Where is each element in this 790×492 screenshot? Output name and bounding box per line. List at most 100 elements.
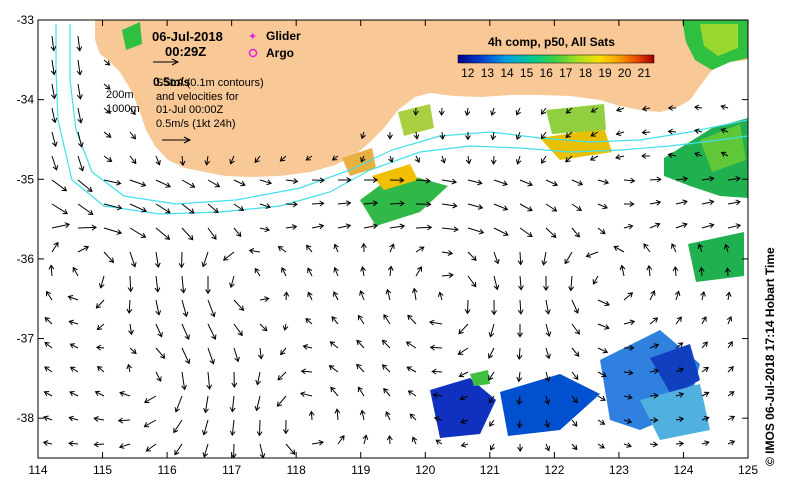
x-tick-label: 122: [544, 463, 564, 477]
velocity-arrow: [433, 416, 443, 422]
velocity-arrow: [490, 107, 496, 117]
velocity-arrow: [406, 366, 417, 373]
velocity-arrow: [517, 443, 524, 452]
velocity-arrow: [675, 176, 689, 182]
velocity-arrow: [154, 251, 161, 269]
velocity-arrow: [649, 392, 659, 399]
velocity-arrow: [205, 276, 211, 295]
velocity-arrow: [623, 292, 634, 301]
velocity-arrow: [458, 371, 469, 378]
velocity-arrow: [619, 264, 626, 277]
x-tick-label: 124: [673, 463, 693, 477]
velocity-arrow: [179, 155, 186, 167]
x-tick-label: 114: [28, 463, 47, 477]
velocity-arrow: [428, 319, 443, 326]
velocity-arrow: [45, 290, 53, 301]
velocity-arrow: [77, 203, 94, 215]
velocity-arrow: [76, 35, 83, 52]
velocity-arrow: [649, 176, 662, 183]
velocity-arrow: [44, 316, 53, 325]
velocity-arrow: [207, 347, 215, 365]
velocity-arrow: [545, 347, 551, 360]
colorbar-tick-label: 13: [481, 66, 495, 80]
velocity-arrow: [701, 391, 710, 397]
velocity-arrow: [490, 131, 497, 141]
velocity-arrow: [493, 203, 509, 211]
velocity-arrow: [493, 251, 500, 265]
velocity-arrow: [519, 227, 533, 238]
velocity-arrow: [155, 227, 171, 240]
velocity-arrow: [488, 395, 495, 404]
velocity-arrow: [155, 155, 161, 166]
velocity-arrow: [155, 179, 171, 188]
velocity-arrow: [519, 203, 533, 212]
velocity-arrow: [277, 371, 287, 381]
velocity-arrow: [701, 199, 715, 206]
velocity-scale-icon: [162, 136, 192, 144]
velocity-arrow: [331, 316, 339, 325]
velocity-arrow: [671, 243, 677, 253]
velocity-arrow: [129, 203, 147, 213]
velocity-arrow: [667, 105, 676, 111]
velocity-arrow: [51, 155, 59, 171]
velocity-arrow: [103, 203, 123, 211]
velocity-arrow: [467, 179, 483, 186]
velocity-arrow: [381, 339, 391, 349]
velocity-arrow: [173, 419, 183, 434]
velocity-arrow: [411, 287, 418, 301]
velocity-arrow: [282, 323, 289, 331]
velocity-arrow: [467, 227, 485, 235]
velocity-arrow: [568, 275, 575, 292]
velocity-arrow: [489, 419, 495, 427]
velocity-arrow: [257, 347, 264, 360]
velocity-arrow: [259, 323, 268, 332]
velocity-arrow: [204, 155, 211, 166]
velocity-arrow: [701, 341, 708, 349]
velocity-arrow: [363, 176, 379, 183]
velocity-arrow: [516, 419, 523, 429]
velocity-arrow: [675, 222, 688, 229]
velocity-arrow: [233, 203, 245, 212]
velocity-arrow: [389, 177, 405, 184]
velocity-arrow: [441, 250, 454, 256]
velocity-arrow: [282, 419, 289, 435]
velocity-arrow: [129, 179, 147, 187]
y-tick-label: -36: [17, 252, 35, 266]
velocity-arrow: [407, 390, 417, 397]
velocity-arrow: [415, 224, 433, 231]
velocity-arrow: [129, 227, 147, 238]
velocity-arrow: [76, 83, 83, 100]
velocity-arrow: [431, 368, 443, 375]
velocity-arrow: [432, 392, 443, 399]
velocity-arrow: [571, 299, 579, 314]
velocity-arrow: [597, 371, 607, 378]
velocity-arrow: [413, 131, 420, 140]
velocity-arrow: [493, 275, 500, 291]
velocity-arrow: [307, 267, 313, 277]
velocity-arrow: [675, 316, 682, 325]
colorbar: [457, 54, 655, 64]
velocity-arrow: [518, 275, 524, 291]
x-tick-label: 123: [609, 463, 629, 477]
velocity-arrow: [727, 366, 734, 373]
velocity-arrow: [571, 227, 580, 238]
map-time: 00:29Z: [165, 44, 206, 59]
velocity-arrow: [180, 275, 187, 294]
velocity-arrow: [48, 264, 55, 277]
velocity-arrow: [51, 179, 68, 192]
velocity-arrow: [143, 395, 157, 404]
sst-patches: [122, 20, 748, 440]
velocity-arrow: [77, 131, 84, 148]
velocity-arrow: [68, 415, 79, 422]
velocity-arrow: [623, 201, 635, 208]
velocity-arrow: [565, 131, 573, 139]
velocity-arrow: [441, 178, 458, 185]
velocity-arrow: [571, 203, 582, 211]
velocity-arrow: [181, 347, 191, 365]
velocity-arrow: [544, 395, 551, 405]
velocity-arrow: [51, 107, 58, 124]
y-tick-label: -35: [17, 172, 35, 186]
velocity-arrow: [643, 243, 651, 253]
velocity-arrow: [464, 131, 471, 141]
velocity-arrow: [360, 242, 367, 253]
